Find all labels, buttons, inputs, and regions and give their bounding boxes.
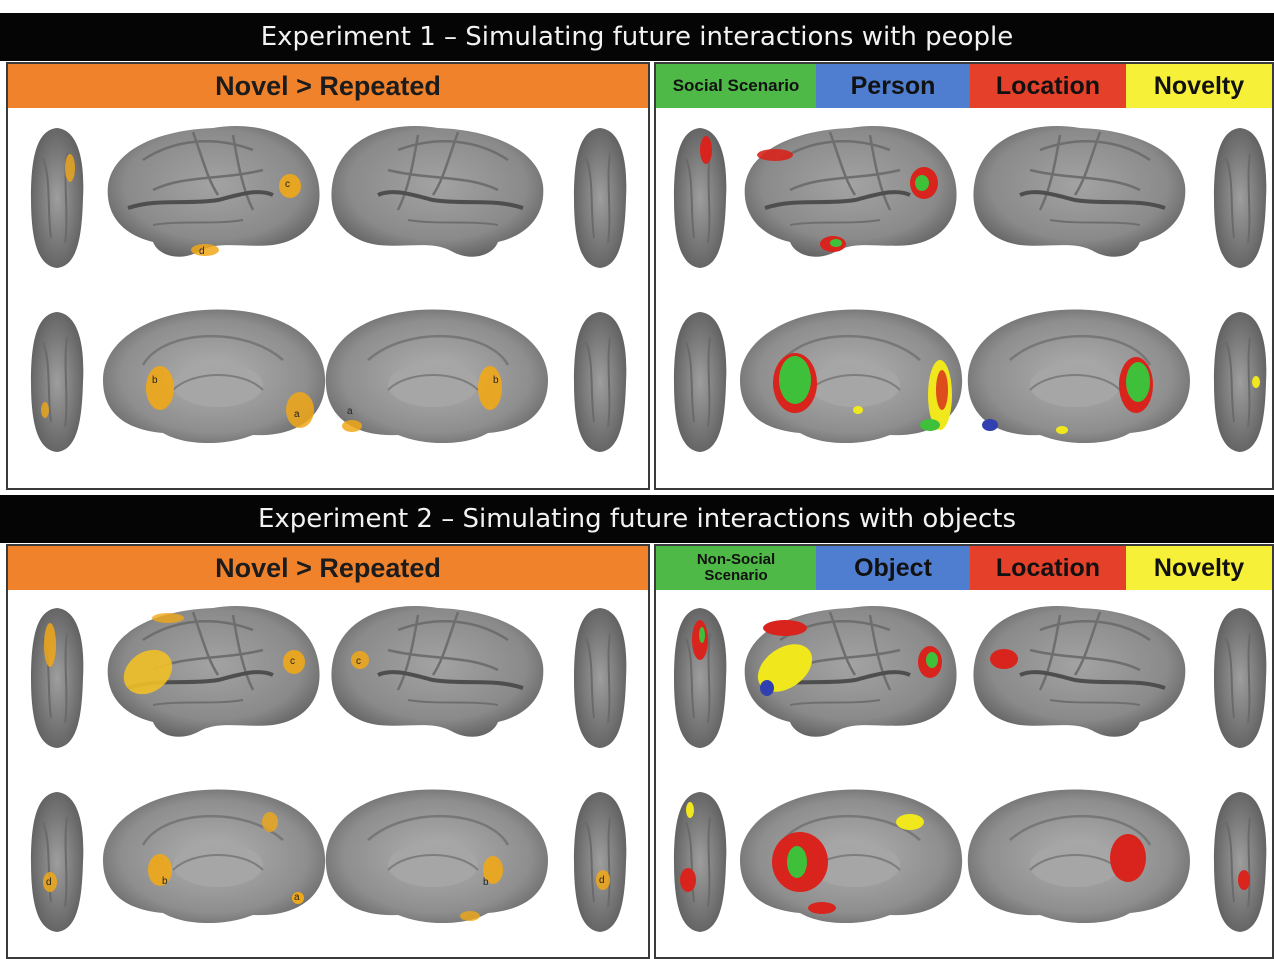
exp1-legend-novelty: Novelty [1126,64,1272,108]
region-label-b: b [493,375,499,386]
region-label-a: a [294,892,300,903]
exp2-legend-location: Location [970,546,1126,590]
region-label-b: b [483,877,489,888]
exp1-legend-person: Person [816,64,970,108]
exp2-left-brains [30,603,628,933]
region-label-d: d [599,875,605,886]
exp1-right-brains [673,123,1268,453]
region-label-b: b [152,375,158,386]
region-label-c: c [290,656,295,667]
exp1-contrast-label: Novel > Repeated [215,71,441,101]
exp2-right-brains [673,603,1268,933]
exp2-contrast-label: Novel > Repeated [215,553,441,583]
exp2-contrast-bar: Novel > Repeated [8,546,648,590]
experiment-1-header: Experiment 1 – Simulating future interac… [0,13,1274,61]
exp1-left-panel [6,62,650,490]
exp2-legend-non-social-scenario: Non-Social Scenario [656,546,816,590]
region-label-a: a [294,409,300,420]
experiment-2-title: Experiment 2 – Simulating future interac… [257,504,1017,534]
region-label-d: d [46,877,52,888]
region-label-a: a [347,406,353,417]
region-label-c: c [356,656,361,667]
region-label-d: d [199,246,205,257]
experiment-2-header: Experiment 2 – Simulating future interac… [0,495,1274,543]
experiment-1-title: Experiment 1 – Simulating future interac… [260,22,1014,52]
exp1-legend-location: Location [970,64,1126,108]
exp2-legend-object: Object [816,546,970,590]
region-labels: c d b a b a c c b a b d d [46,179,605,903]
exp1-contrast-bar: Novel > Repeated [8,64,648,108]
region-label-b: b [162,876,168,887]
exp2-legend-novelty: Novelty [1126,546,1272,590]
region-label-c: c [285,179,290,190]
exp1-left-brains [30,123,628,453]
exp1-legend-social-scenario: Social Scenario [656,64,816,108]
